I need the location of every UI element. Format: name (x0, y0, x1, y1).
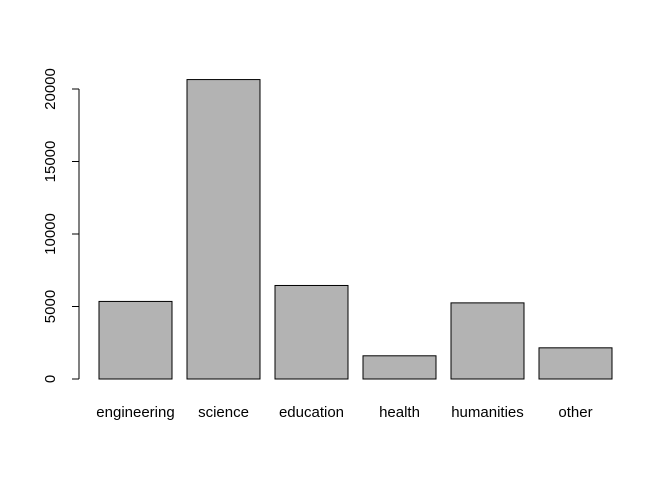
bar-education (274, 284, 349, 380)
y-axis: 0 5000 10000 15000 20000 (42, 68, 80, 383)
category-labels: engineering science education health humanit… (96, 404, 592, 421)
y-ticks: 0 5000 10000 15000 20000 (42, 68, 79, 383)
y-tick-label: 5000 (42, 290, 59, 323)
bar-health (362, 355, 437, 380)
category-label-humanities: humanities (451, 404, 524, 421)
y-tick-label: 20000 (42, 68, 59, 110)
y-tick-label: 0 (42, 375, 59, 383)
category-label-health: health (379, 404, 420, 421)
bars (98, 79, 613, 380)
category-label-education: education (279, 404, 344, 421)
bar-other (538, 347, 613, 380)
category-label-science: science (198, 404, 249, 421)
bar-humanities (450, 302, 525, 380)
bar-engineering (98, 300, 173, 380)
y-tick-label: 15000 (42, 141, 59, 183)
category-label-other: other (558, 404, 592, 421)
y-tick-label: 10000 (42, 213, 59, 255)
bar-science (186, 79, 261, 380)
category-label-engineering: engineering (96, 404, 174, 421)
